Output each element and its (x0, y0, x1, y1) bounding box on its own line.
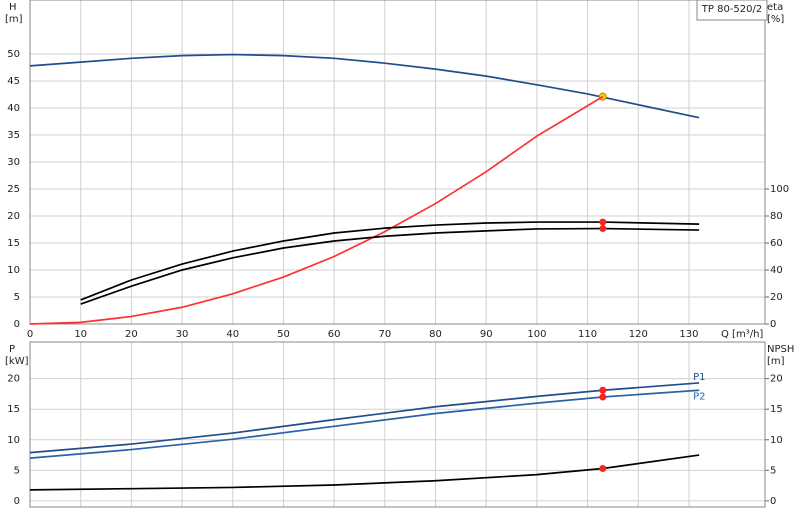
series-line (80, 221, 700, 301)
y2-tick-label: 10 (770, 435, 783, 446)
x-tick-label: 90 (480, 329, 493, 340)
x-tick-label: 20 (125, 329, 138, 340)
y-tick-label: 0 (14, 319, 20, 330)
x-tick-label: 40 (226, 329, 239, 340)
y-tick-label: 15 (7, 404, 20, 415)
y2-tick-label: 100 (770, 184, 789, 195)
title-box (696, 0, 768, 21)
x-tick-label: 50 (277, 329, 290, 340)
x-tick-label: 80 (429, 329, 442, 340)
y2-tick-label: 5 (770, 465, 776, 476)
y2-axis-label: eta (767, 2, 783, 13)
series-line (29, 382, 700, 454)
y-tick-label: 50 (7, 49, 20, 60)
y-tick-label: 25 (7, 184, 20, 195)
y2-axis-unit: [%] (767, 14, 784, 25)
series-line (29, 454, 700, 491)
series-line (29, 389, 700, 459)
y2-tick-label: 20 (770, 292, 783, 303)
x-axis-label: Q [m³/h] (721, 329, 763, 340)
series-line (29, 95, 604, 325)
y-tick-label: 0 (14, 496, 20, 507)
series-line (29, 53, 700, 119)
x-tick-label: 70 (378, 329, 391, 340)
y-tick-label: 40 (7, 103, 20, 114)
x-tick-label: 120 (629, 329, 648, 340)
y-axis-unit: [kW] (5, 356, 29, 367)
y-tick-label: 45 (7, 76, 20, 87)
plot-frame (29, 341, 766, 508)
series-label: P2 (693, 391, 705, 402)
duty-point (599, 386, 607, 394)
x-tick-label: 60 (328, 329, 341, 340)
y-tick-label: 10 (7, 435, 20, 446)
series-label: P1 (693, 372, 705, 383)
y-tick-label: 15 (7, 238, 20, 249)
x-tick-label: 0 (27, 329, 33, 340)
y-tick-label: 5 (14, 292, 20, 303)
series-line (80, 227, 700, 305)
y-tick-label: 20 (7, 374, 20, 385)
y-axis-label: H (9, 2, 17, 13)
y2-axis-label: NPSH (767, 344, 794, 355)
y2-tick-label: 0 (770, 496, 776, 507)
duty-point (599, 225, 607, 233)
y2-tick-label: 0 (770, 319, 776, 330)
duty-point (599, 465, 607, 472)
y-tick-label: 35 (7, 130, 20, 141)
y-tick-label: 5 (14, 465, 20, 476)
chart-title: TP 80-520/2 (701, 4, 762, 15)
y-axis-label: P (9, 344, 15, 355)
y2-tick-label: 60 (770, 238, 783, 249)
plot-frame (29, 0, 766, 325)
y-axis-unit: [m] (5, 14, 23, 25)
y2-tick-label: 20 (770, 374, 783, 385)
x-tick-label: 30 (176, 329, 189, 340)
y-tick-label: 20 (7, 211, 20, 222)
y2-tick-label: 80 (770, 211, 783, 222)
duty-point (599, 393, 607, 401)
y2-tick-label: 40 (770, 265, 783, 276)
x-tick-label: 130 (679, 329, 698, 340)
y-tick-label: 30 (7, 157, 20, 168)
x-tick-label: 110 (578, 329, 597, 340)
x-tick-label: 10 (74, 329, 87, 340)
y-tick-label: 10 (7, 265, 20, 276)
y2-tick-label: 15 (770, 404, 783, 415)
duty-point (599, 218, 607, 226)
y2-axis-unit: [m] (767, 356, 785, 367)
x-tick-label: 100 (527, 329, 546, 340)
